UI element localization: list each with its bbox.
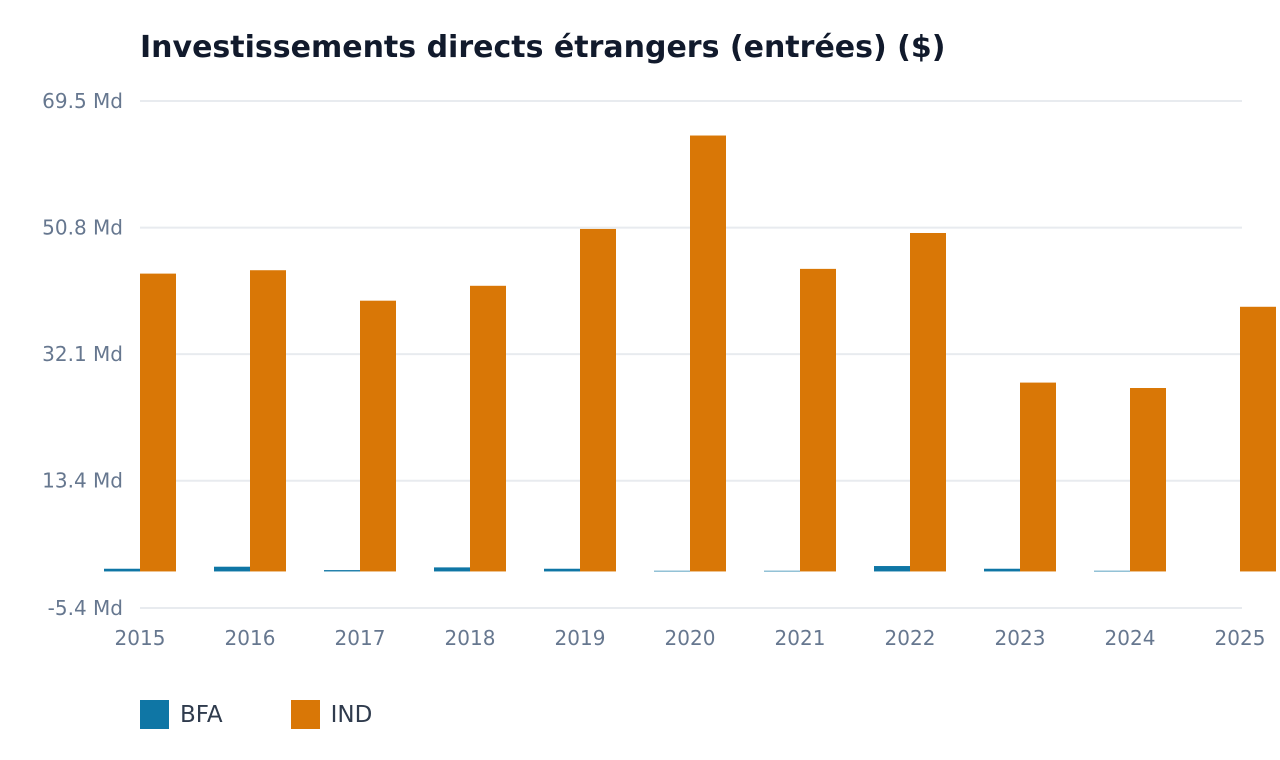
x-tick-label: 2017 (335, 626, 386, 650)
bar-ind-2016[interactable] (250, 270, 286, 572)
legend-item-bfa[interactable]: BFA (140, 700, 223, 729)
bar-ind-2021[interactable] (800, 268, 836, 572)
bar-ind-2019[interactable] (580, 228, 616, 572)
legend-item-ind[interactable]: IND (290, 700, 373, 729)
y-tick-label: 50.8 Md (42, 216, 123, 240)
x-tick-label: 2019 (555, 626, 606, 650)
y-tick-label: 32.1 Md (42, 342, 123, 366)
bar-ind-2025[interactable] (1240, 306, 1276, 572)
x-axis-labels: 2015 2016 2017 2018 2019 2020 2021 2022 2023 2024… (115, 626, 1266, 650)
bar-bfa-2020[interactable] (654, 570, 690, 572)
legend-label-bfa: BFA (180, 701, 223, 728)
bar-bfa-2018[interactable] (434, 567, 470, 572)
bar-ind-2023[interactable] (1020, 382, 1056, 572)
x-tick-label: 2015 (115, 626, 166, 650)
x-tick-label: 2020 (665, 626, 716, 650)
bar-chart: -5.4 Md 13.4 Md 32.1 Md 50.8 Md 69.5 Md 2015… (42, 89, 1276, 650)
x-tick-label: 2021 (775, 626, 826, 650)
legend-swatch-bfa (140, 700, 169, 729)
bar-bfa-2017[interactable] (324, 570, 360, 572)
y-tick-label: 69.5 Md (42, 89, 123, 113)
y-tick-label: -5.4 Md (48, 596, 123, 620)
x-tick-label: 2023 (995, 626, 1046, 650)
legend-label-ind: IND (330, 701, 373, 728)
bar-ind-2020[interactable] (690, 135, 726, 572)
bar-ind-2017[interactable] (360, 300, 396, 572)
chart-title: Investissements directs étrangers (entré… (140, 30, 946, 65)
bar-bfa-2021[interactable] (764, 570, 800, 572)
x-tick-label: 2022 (885, 626, 936, 650)
bar-ind-2024[interactable] (1130, 388, 1166, 572)
x-tick-label: 2018 (445, 626, 496, 650)
bars (104, 135, 1276, 572)
x-tick-label: 2016 (225, 626, 276, 650)
y-axis-labels: -5.4 Md 13.4 Md 32.1 Md 50.8 Md 69.5 Md (42, 89, 123, 620)
x-tick-label: 2025 (1215, 626, 1266, 650)
y-tick-label: 13.4 Md (42, 469, 123, 493)
legend: BFA IND (140, 700, 440, 729)
bar-ind-2018[interactable] (470, 285, 506, 572)
bar-ind-2015[interactable] (140, 273, 176, 572)
bar-bfa-2019[interactable] (544, 568, 580, 572)
bar-ind-2022[interactable] (910, 232, 946, 572)
bar-bfa-2024[interactable] (1094, 570, 1130, 572)
bar-bfa-2023[interactable] (984, 568, 1020, 572)
legend-swatch-ind (290, 700, 320, 729)
bar-bfa-2015[interactable] (104, 568, 140, 572)
bar-bfa-2022[interactable] (874, 566, 910, 572)
bar-bfa-2016[interactable] (214, 566, 250, 572)
x-tick-label: 2024 (1105, 626, 1156, 650)
